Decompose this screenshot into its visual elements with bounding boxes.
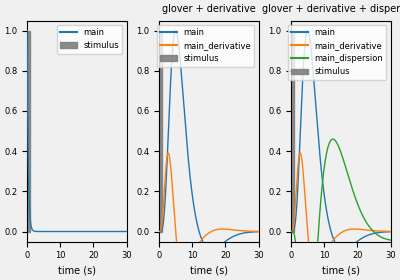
Legend: main, main_derivative, stimulus: main, main_derivative, stimulus — [157, 25, 254, 67]
X-axis label: time (s): time (s) — [322, 266, 360, 276]
Polygon shape — [159, 31, 162, 232]
Legend: main, stimulus: main, stimulus — [57, 25, 122, 53]
X-axis label: time (s): time (s) — [190, 266, 228, 276]
Polygon shape — [291, 31, 294, 232]
X-axis label: time (s): time (s) — [58, 266, 96, 276]
Legend: main, main_derivative, main_dispersion, stimulus: main, main_derivative, main_dispersion, … — [288, 25, 386, 80]
Polygon shape — [27, 31, 30, 232]
Title: glover + derivative + dispersion: glover + derivative + dispersion — [262, 4, 400, 14]
Title: glover + derivative: glover + derivative — [162, 4, 256, 14]
